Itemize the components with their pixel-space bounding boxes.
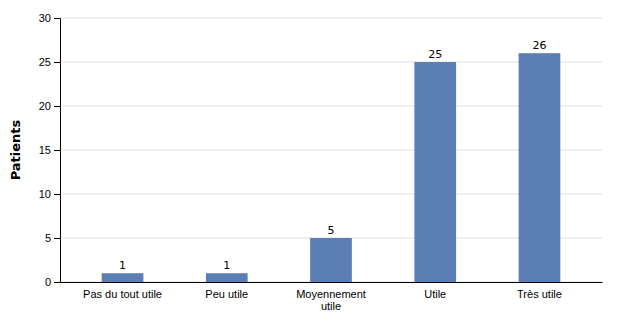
tick: 30 xyxy=(39,12,60,24)
bar xyxy=(414,62,456,282)
tick-label-line: Pas du tout utile xyxy=(83,288,162,300)
tick: Pas du tout utile xyxy=(83,282,162,300)
tick-label: 25 xyxy=(39,56,51,68)
tick-label: 5 xyxy=(45,232,51,244)
tick: Utile xyxy=(424,282,446,300)
tick: Très utile xyxy=(517,282,562,300)
data-label: 5 xyxy=(328,224,335,237)
tick-label: Moyennementutile xyxy=(296,288,366,313)
axis-line xyxy=(54,19,61,283)
tick-label: 30 xyxy=(39,12,51,24)
tick-mark xyxy=(54,282,60,283)
tick-label: 10 xyxy=(39,188,51,200)
tick-label-line: Très utile xyxy=(517,288,562,300)
bars xyxy=(102,53,561,282)
tick-label: Pas du tout utile xyxy=(83,288,162,300)
axis-line xyxy=(61,282,603,283)
tick-label: 15 xyxy=(39,144,51,156)
tick-mark xyxy=(54,150,60,151)
bar xyxy=(206,273,248,282)
data-label: 26 xyxy=(532,39,546,52)
data-labels: 1 1 5 25 26 xyxy=(119,39,546,272)
tick: 0 xyxy=(45,276,60,288)
tick: Peu utile xyxy=(205,282,248,300)
data-label: 1 xyxy=(223,259,230,272)
bar xyxy=(102,273,144,282)
tick-label: Utile xyxy=(424,288,446,300)
tick-label-line: utile xyxy=(321,300,341,312)
tick-mark xyxy=(54,106,60,107)
data-label: 25 xyxy=(428,48,442,61)
plot: 1152526Pas du tout utilePeu utileMoyenne… xyxy=(39,12,603,312)
bar xyxy=(519,53,561,282)
tick: 20 xyxy=(39,100,60,112)
tick: 10 xyxy=(39,188,60,200)
tick-label-line: Utile xyxy=(424,288,446,300)
tick-mark xyxy=(54,238,60,239)
bar xyxy=(310,238,352,282)
y-axis: 0 5 10 15 20 25 30 xyxy=(39,12,61,288)
tick-mark xyxy=(54,18,60,19)
x-axis: Pas du tout utile Peu utile Moyennementuti… xyxy=(61,282,603,312)
chart: 1152526Pas du tout utilePeu utileMoyenne… xyxy=(0,0,617,330)
tick-mark xyxy=(54,62,60,63)
grid xyxy=(60,18,602,282)
tick-label-line: Moyennement xyxy=(296,288,366,300)
tick-mark xyxy=(54,194,60,195)
tick-label: Très utile xyxy=(517,288,562,300)
tick-label: Peu utile xyxy=(205,288,248,300)
tick-label-line: Peu utile xyxy=(205,288,248,300)
tick: 25 xyxy=(39,56,60,68)
tick-label: 20 xyxy=(39,100,51,112)
grid-line xyxy=(60,18,602,19)
tick: 15 xyxy=(39,144,60,156)
tick: Moyennementutile xyxy=(296,282,366,312)
data-label: 1 xyxy=(119,259,126,272)
tick: 5 xyxy=(45,232,60,244)
tick-label: 0 xyxy=(45,276,51,288)
y-axis-title: Patients xyxy=(8,119,23,180)
